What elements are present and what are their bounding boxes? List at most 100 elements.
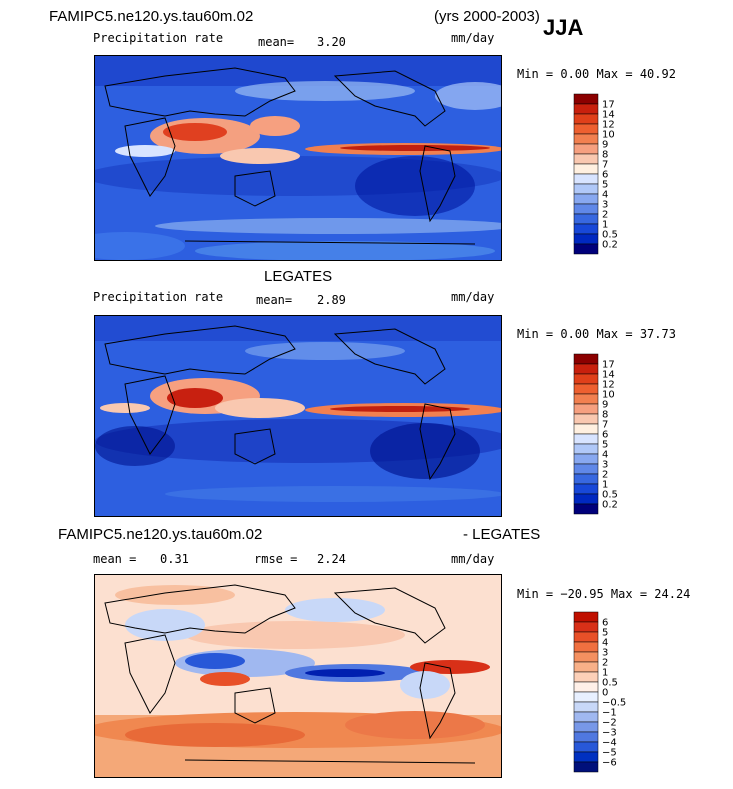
colorbar-swatch [573,761,599,773]
colorbar-swatch [573,493,599,505]
panel3-title-right: - LEGATES [463,526,541,543]
colorbar-tick-label: 8 [602,150,608,161]
colorbar-swatch [573,433,599,445]
panel1-variable: Precipitation rate [93,31,224,45]
panel2-variable: Precipitation rate [93,290,224,304]
colorbar-tick-label: −5 [602,748,617,759]
colorbar-swatch [573,363,599,375]
colorbar-swatch [573,711,599,723]
colorbar-swatch [573,123,599,135]
season-label: JJA [543,15,584,40]
colorbar-swatch [573,173,599,185]
colorbar-tick-label: 6 [602,618,608,629]
panel2-units: mm/day [451,290,495,304]
panel1-mean-label: mean= [258,35,295,49]
colorbar-swatch [573,691,599,703]
panel1-units: mm/day [451,31,495,45]
colorbar-swatch [573,203,599,215]
colorbar-swatch [573,443,599,455]
colorbar-tick-label: 7 [602,160,608,171]
panel3-rmse-label: rmse = [254,552,298,566]
panel1-map-svg [65,56,515,261]
panel2-precip-map [94,315,515,517]
colorbar-swatch [573,133,599,145]
colorbar-swatch [573,453,599,465]
panel3-colorbar: 6 5 4 3 2 1 0.5 0 −0.5 −1 −2 −3 −4 −5 −6 [573,611,633,775]
colorbar-swatch [573,383,599,395]
colorbar-swatch [573,213,599,225]
colorbar-swatch [573,413,599,425]
years-label: (yrs 2000-2003) [434,8,540,25]
colorbar-swatch [573,393,599,405]
colorbar-tick-label: 0.5 [602,490,618,501]
colorbar-swatch [573,193,599,205]
panel3-mean-value: 0.31 [160,552,189,566]
panel3-rmse-value: 2.24 [317,552,346,566]
colorbar-tick-label: 12 [602,120,615,131]
colorbar-tick-label: 9 [602,400,608,411]
colorbar-tick-label: 0.2 [602,500,618,511]
colorbar-swatch [573,641,599,653]
panel2-title: LEGATES [264,268,333,285]
panel1-precip-map [65,55,515,261]
colorbar-swatch [573,373,599,385]
colorbar-swatch [573,681,599,693]
panel3-units: mm/day [451,552,495,566]
colorbar-swatch [573,423,599,435]
colorbar-swatch [573,671,599,683]
colorbar-swatch [573,153,599,165]
colorbar-tick-label: 2 [602,470,608,481]
colorbar-tick-label: 17 [602,100,615,111]
colorbar-tick-label: 10 [602,390,615,401]
colorbar-tick-label: 3 [602,200,608,211]
colorbar-tick-label: −1 [602,708,617,719]
colorbar-tick-label: −3 [602,728,617,739]
colorbar-tick-label: 14 [602,370,615,381]
colorbar-swatch [573,721,599,733]
panel3-minmax: Min = −20.95 Max = 24.24 [517,587,691,601]
run-name-title: FAMIPC5.ne120.ys.tau60m.02 [49,8,254,25]
colorbar-tick-label: 12 [602,380,615,391]
panel1-minmax: Min = 0.00 Max = 40.92 [517,67,676,81]
colorbar-swatch [573,143,599,155]
colorbar-tick-label: 0.2 [602,240,618,251]
colorbar-swatch [573,93,599,105]
colorbar-swatch [573,243,599,255]
colorbar-swatch [573,483,599,495]
colorbar-tick-label: 4 [602,190,608,201]
panel3-mean-label: mean = [93,552,137,566]
colorbar-tick-label: 3 [602,460,608,471]
colorbar-tick-label: 5 [602,628,608,639]
colorbar-tick-label: 0.5 [602,230,618,241]
colorbar-swatch [573,621,599,633]
colorbar-swatch [573,701,599,713]
panel2-map-svg [95,316,515,516]
colorbar-tick-label: 0.5 [602,678,618,689]
colorbar-tick-label: 2 [602,658,608,669]
colorbar-swatch [573,651,599,663]
colorbar-tick-label: 2 [602,210,608,221]
colorbar-tick-label: 7 [602,420,608,431]
colorbar-swatch [573,163,599,175]
colorbar-swatch [573,503,599,515]
colorbar-tick-label: 10 [602,130,615,141]
colorbar-swatch [573,473,599,485]
colorbar-tick-label: −2 [602,718,617,729]
colorbar-tick-label: −0.5 [602,698,626,709]
colorbar-tick-label: 4 [602,638,608,649]
colorbar-tick-label: 5 [602,180,608,191]
colorbar-tick-label: 9 [602,140,608,151]
colorbar-swatch [573,113,599,125]
panel2-colorbar: 17 14 12 10 9 8 7 6 5 4 3 2 1 0.5 0.2 [573,353,633,517]
panel3-title-left: FAMIPC5.ne120.ys.tau60m.02 [58,526,263,543]
colorbar-swatch [573,751,599,763]
colorbar-swatch [573,731,599,743]
colorbar-swatch [573,233,599,245]
colorbar-tick-label: 14 [602,110,615,121]
colorbar-tick-label: 3 [602,648,608,659]
colorbar-swatch [573,611,599,623]
colorbar-swatch [573,463,599,475]
